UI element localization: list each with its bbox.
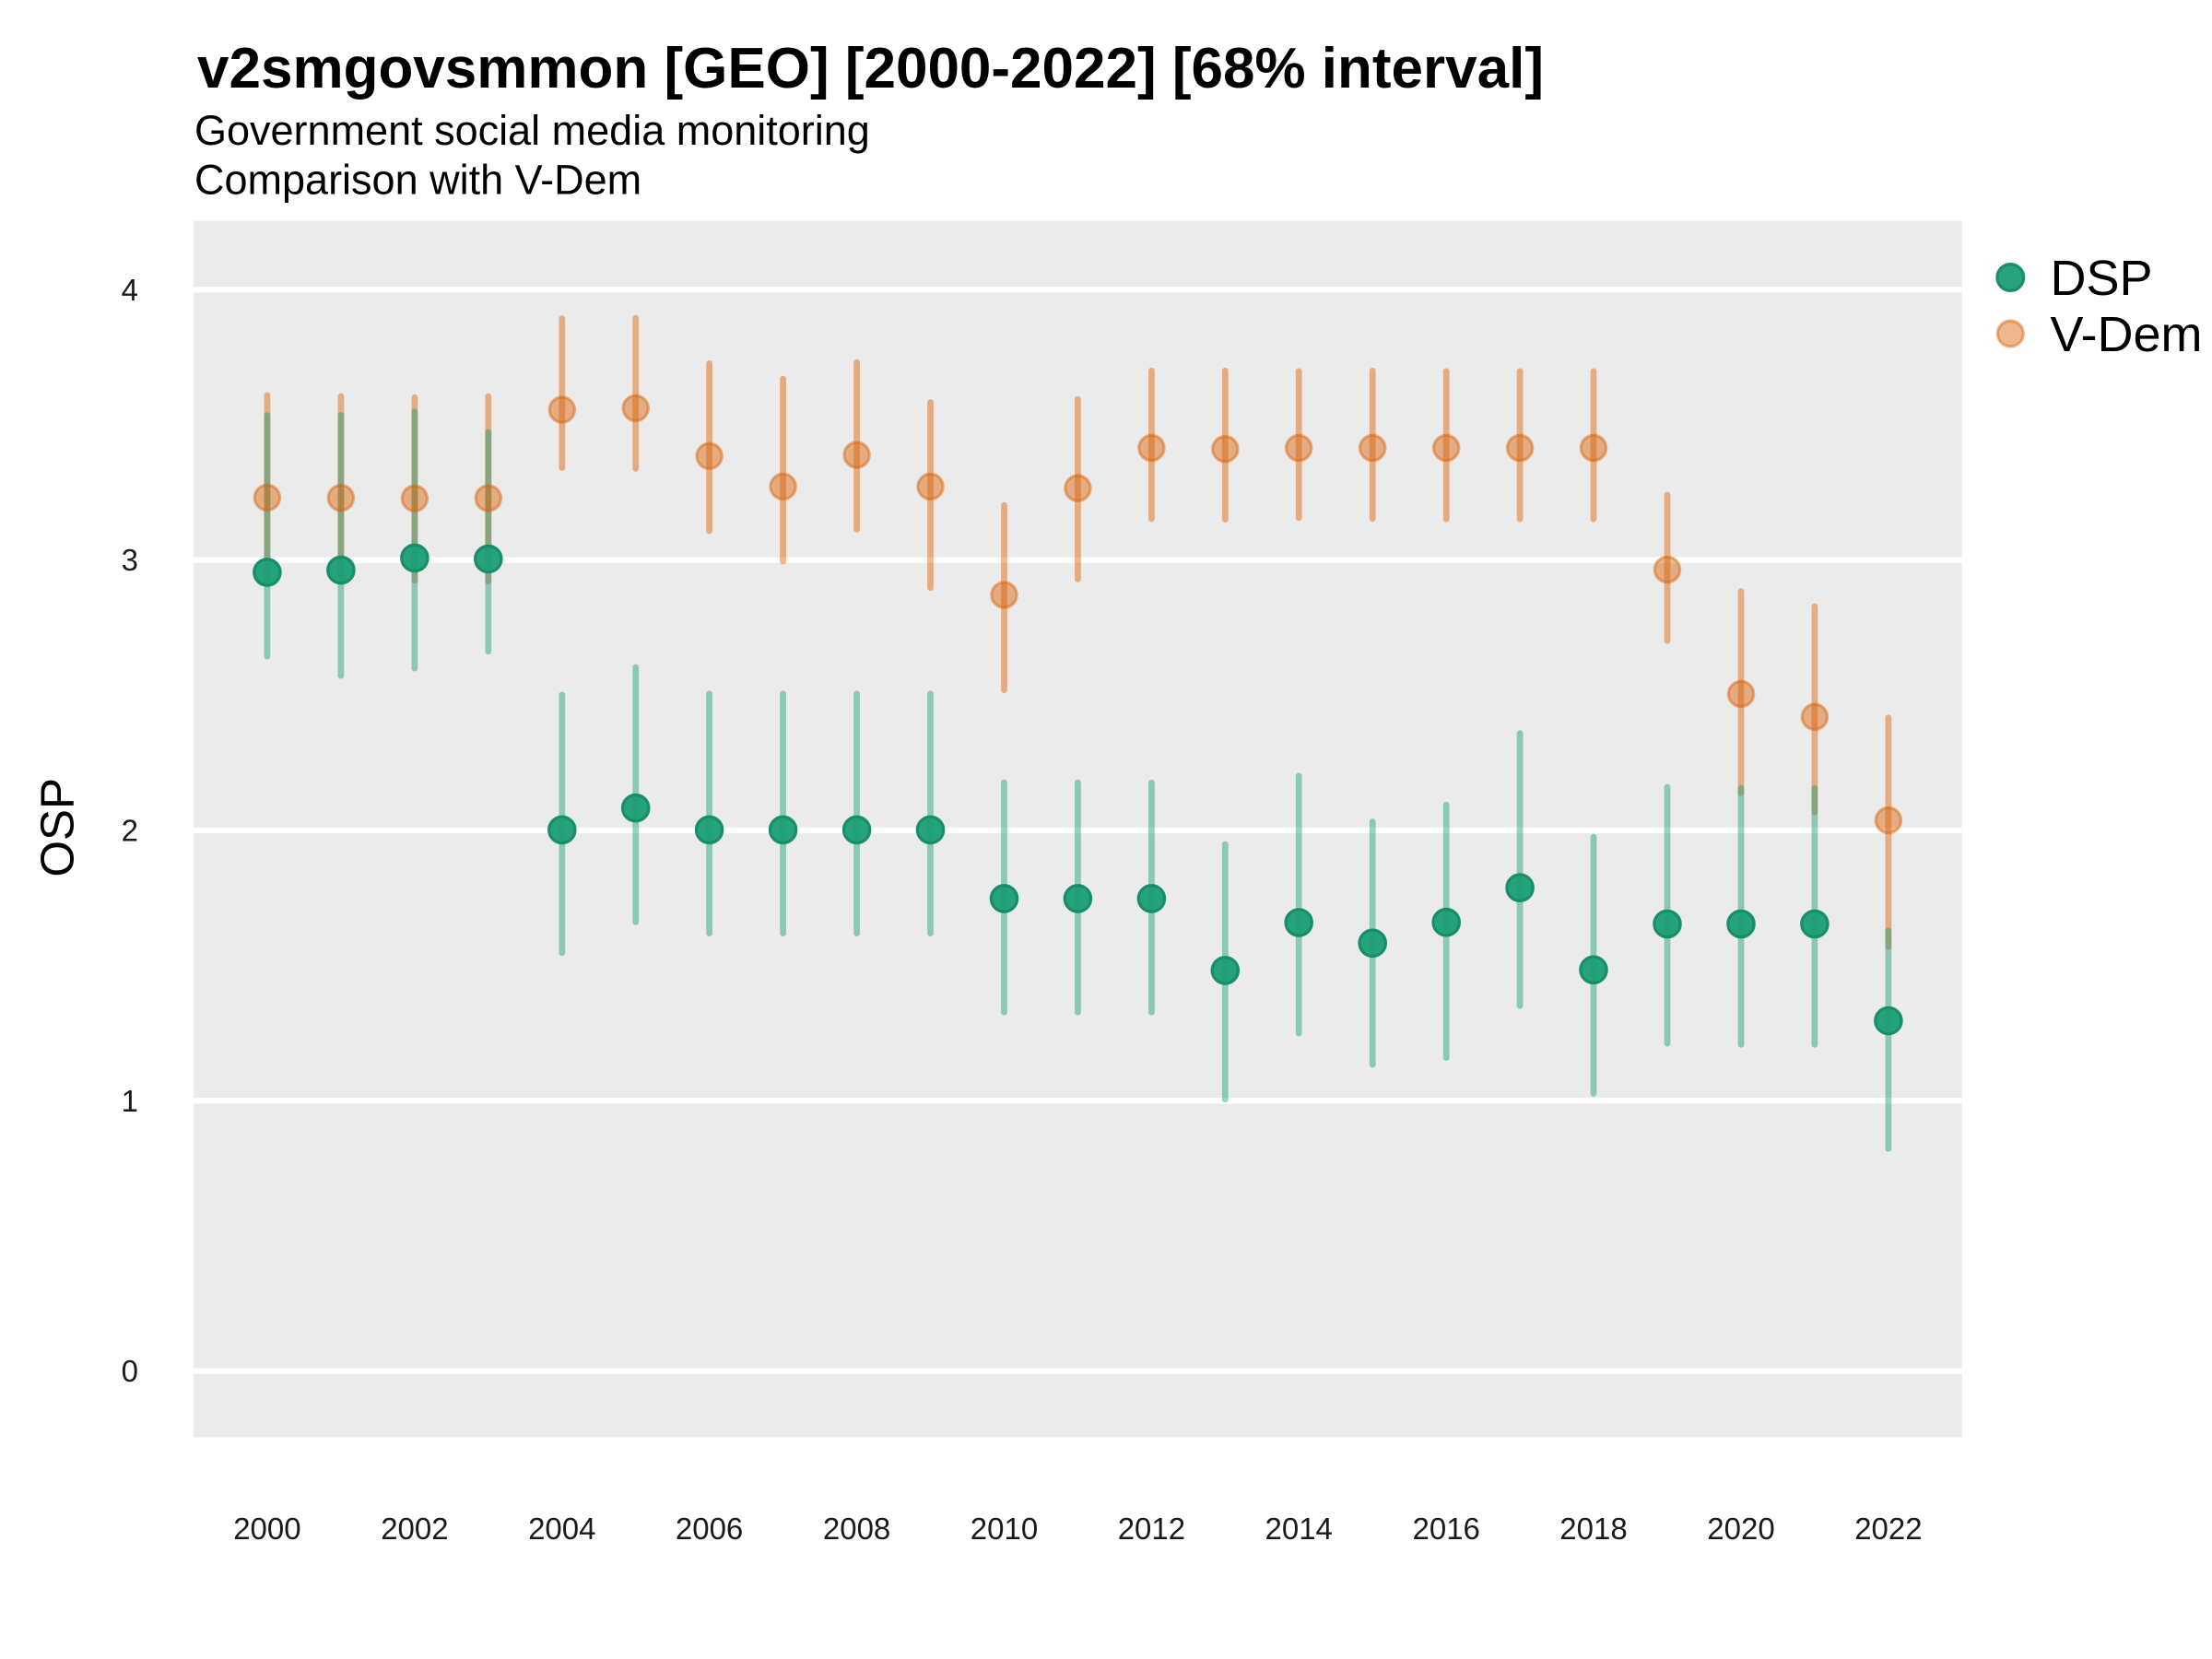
svg-text:2018: 2018: [1559, 1512, 1627, 1546]
svg-text:2004: 2004: [528, 1512, 595, 1546]
svg-text:DSP: DSP: [2051, 251, 2153, 306]
svg-text:Government social media monito: Government social media monitoring: [194, 107, 870, 154]
svg-text:2002: 2002: [381, 1512, 448, 1546]
svg-text:Comparison with V-Dem: Comparison with V-Dem: [194, 157, 641, 204]
svg-text:2020: 2020: [1707, 1512, 1774, 1546]
svg-text:2014: 2014: [1265, 1512, 1332, 1546]
svg-text:1: 1: [122, 1084, 138, 1118]
svg-text:OSP: OSP: [30, 778, 83, 877]
svg-text:0: 0: [122, 1354, 138, 1388]
svg-text:2022: 2022: [1854, 1512, 1922, 1546]
svg-text:v2smgovsmmon [GEO] [2000-2022]: v2smgovsmmon [GEO] [2000-2022] [68% inte…: [197, 37, 1544, 100]
svg-text:2: 2: [122, 814, 138, 848]
svg-text:2000: 2000: [233, 1512, 300, 1546]
svg-text:2012: 2012: [1118, 1512, 1185, 1546]
svg-text:2016: 2016: [1412, 1512, 1479, 1546]
svg-text:3: 3: [122, 543, 138, 577]
svg-text:2010: 2010: [971, 1512, 1038, 1546]
svg-text:4: 4: [122, 273, 138, 307]
svg-text:V-Dem: V-Dem: [2051, 307, 2203, 362]
svg-text:2008: 2008: [823, 1512, 890, 1546]
svg-text:2006: 2006: [676, 1512, 743, 1546]
